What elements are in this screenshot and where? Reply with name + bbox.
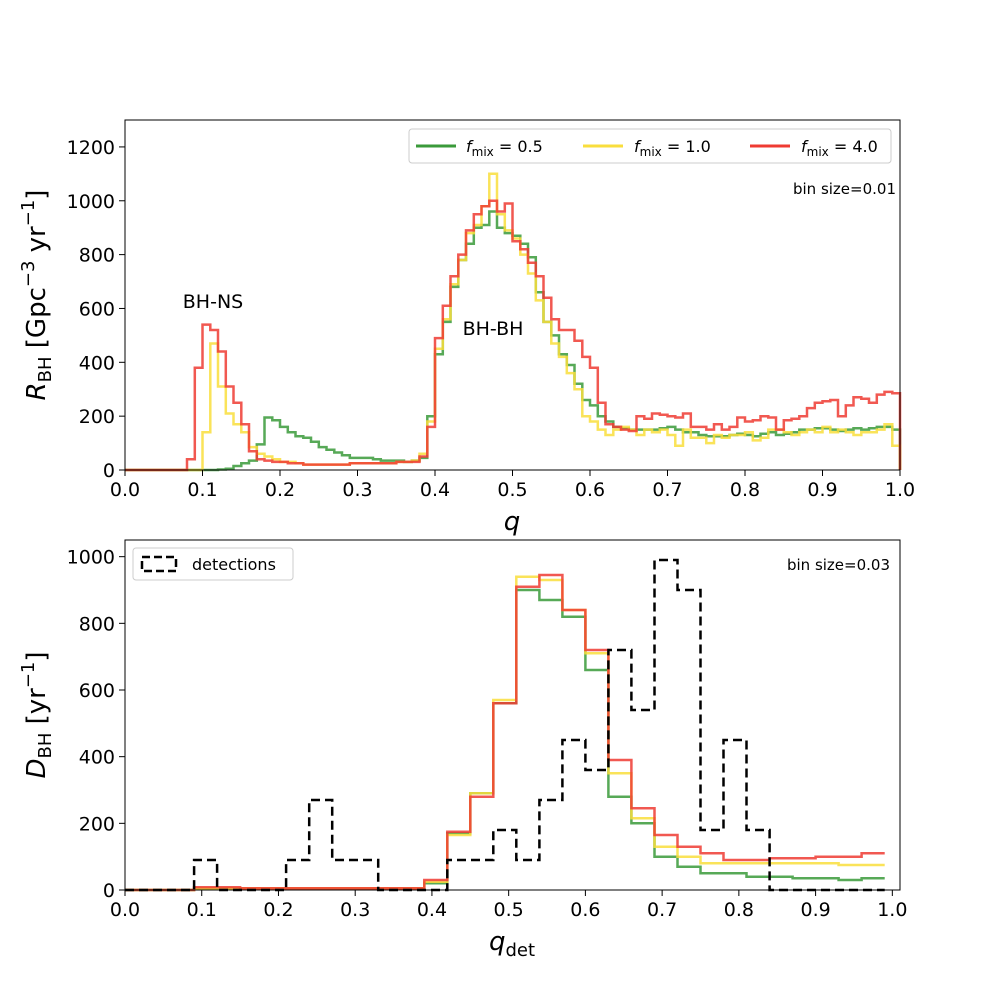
bh-ns-annotation: BH-NS (183, 291, 243, 313)
bh-bh-annotation: BH-BH (463, 318, 524, 340)
bottom-x-tick-label: 0.3 (340, 899, 370, 921)
top-ylabel-units: [Gpc (22, 287, 52, 356)
legend-entry-fmix-0.5: fmix = 0.5 (416, 137, 543, 159)
top-x-tick-label: 0.4 (420, 479, 450, 501)
top-y-axis-label: RBH [Gpc−3 yr−1] (18, 190, 56, 401)
bottom-y-tick-label: 200 (79, 813, 115, 835)
top-y-tick-label: 1200 (67, 137, 115, 159)
legend-value: = 4.0 (829, 137, 878, 156)
top-series-group (125, 172, 902, 472)
legend-entry-fmix-1.0: fmix = 1.0 (583, 137, 711, 159)
top-ylabel-symbol: R (22, 382, 52, 400)
bottom-axes-frame (124, 539, 901, 891)
top-x-tick-label: 0.8 (730, 479, 760, 501)
top-y-tick-label: 600 (79, 298, 115, 320)
legend-symbol: f (466, 137, 474, 156)
bottom-plot-area (125, 540, 900, 890)
legend-subscript: mix (472, 145, 494, 159)
legend-symbol: f (801, 137, 809, 156)
top-ylabel-units-yr: yr (22, 226, 52, 261)
top-x-tick-label: 0.3 (342, 479, 372, 501)
top-y-tick-label: 0 (103, 460, 115, 482)
bottom-y-ticks: 0 200 400 600 800 1000 (67, 547, 125, 902)
top-y-tick-label: 800 (79, 245, 115, 267)
bottom-y-axis-label: DBH [yr−1] (18, 651, 56, 778)
legend-subscript: mix (807, 145, 829, 159)
bottom-ylabel-units-close: ] (22, 651, 52, 661)
bottom-x-tick-label: 0.5 (494, 899, 524, 921)
bottom-xlabel-symbol: q (489, 927, 506, 957)
bottom-x-tick-label: 0.4 (417, 899, 447, 921)
top-panel: 0.0 0.1 0.2 0.3 0.4 0.5 0.6 0.7 0.8 0.9 1.0 0 200 40… (18, 119, 915, 537)
bottom-x-axis-label: qdet (489, 927, 535, 961)
legend-label-fmix-4.0: fmix = 4.0 (801, 137, 878, 159)
legend-subscript: mix (640, 145, 662, 159)
top-y-tick-label: 1000 (67, 191, 115, 213)
legend-label-fmix-1.0: fmix = 1.0 (634, 137, 711, 159)
top-ylabel-subscript: BH (35, 356, 56, 382)
top-x-tick-label: 0.5 (497, 479, 527, 501)
bottom-x-tick-label: 0.7 (647, 899, 677, 921)
top-series-f-mix-4.0 (125, 199, 902, 472)
bottom-panel: 0.0 0.1 0.2 0.3 0.4 0.5 0.6 0.7 0.8 0.9 1.0 0 200 40… (18, 539, 907, 961)
bottom-y-tick-label: 1000 (67, 547, 115, 569)
top-legend: fmix = 0.5 fmix = 1.0 fmix = 4.0 (408, 128, 892, 164)
top-x-tick-label: 0.1 (187, 479, 217, 501)
top-y-ticks: 0 200 400 600 800 1000 1200 (67, 137, 125, 482)
bottom-legend: detections (132, 547, 294, 581)
bottom-y-tick-label: 0 (103, 880, 115, 902)
top-x-tick-label: 1.0 (885, 479, 915, 501)
top-series-f-mix-1.0 (125, 172, 902, 472)
bottom-x-tick-label: 0.9 (800, 899, 830, 921)
legend-label-fmix-0.5: fmix = 0.5 (466, 137, 543, 159)
bottom-y-tick-label: 800 (79, 613, 115, 635)
bottom-y-tick-label: 600 (79, 680, 115, 702)
top-y-tick-label: 400 (79, 352, 115, 374)
legend-value: = 0.5 (494, 137, 543, 156)
bottom-x-tick-label: 1.0 (877, 899, 907, 921)
bottom-xlabel-subscript: det (505, 940, 535, 961)
top-series-f-mix-0.5 (125, 210, 902, 472)
legend-symbol: f (634, 137, 642, 156)
bottom-x-tick-label: 0.6 (570, 899, 600, 921)
top-x-tick-label: 0.0 (110, 479, 140, 501)
bottom-x-tick-label: 0.1 (187, 899, 217, 921)
top-x-tick-label: 0.6 (575, 479, 605, 501)
top-x-axis-label: q (504, 507, 521, 537)
top-x-tick-label: 0.9 (807, 479, 837, 501)
legend-entry-fmix-4.0: fmix = 4.0 (750, 137, 878, 159)
bottom-bin-size-note: bin size=0.03 (787, 556, 890, 574)
top-legend-box (408, 128, 892, 164)
bottom-ylabel-units-exp: −1 (18, 662, 39, 689)
top-plot-area (125, 120, 900, 470)
top-x-tick-label: 0.2 (265, 479, 295, 501)
legend-label-detections: detections (192, 555, 276, 574)
bottom-x-tick-label: 0.8 (724, 899, 754, 921)
top-y-tick-label: 200 (79, 406, 115, 428)
top-x-tick-label: 0.7 (652, 479, 682, 501)
top-ylabel-units-exp2: −1 (18, 200, 39, 227)
bottom-x-tick-label: 0.2 (263, 899, 293, 921)
bottom-series-f-mix-4.0 (125, 573, 885, 892)
top-ylabel-units-close: ] (22, 190, 52, 200)
bottom-x-ticks: 0.0 0.1 0.2 0.3 0.4 0.5 0.6 0.7 0.8 0.9 1.0 (110, 890, 907, 921)
legend-value: = 1.0 (662, 137, 711, 156)
bottom-x-tick-label: 0.0 (110, 899, 140, 921)
bottom-ylabel-symbol: D (22, 759, 52, 779)
bottom-ylabel-units: [yr (22, 688, 52, 733)
legend-swatch-detections (140, 555, 178, 573)
top-x-ticks: 0.0 0.1 0.2 0.3 0.4 0.5 0.6 0.7 0.8 0.9 1.0 (110, 470, 915, 501)
bottom-y-tick-label: 400 (79, 747, 115, 769)
top-bin-size-note: bin size=0.01 (793, 180, 896, 198)
bottom-ylabel-subscript: BH (35, 733, 56, 759)
top-ylabel-units-exp1: −3 (18, 261, 39, 288)
